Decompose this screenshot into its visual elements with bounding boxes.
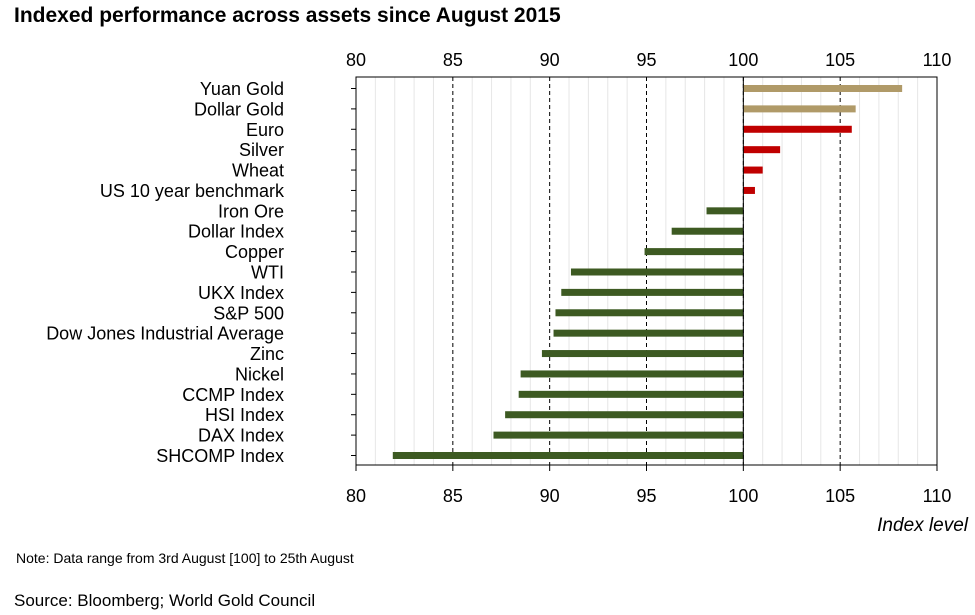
category-label: Nickel [235, 364, 284, 384]
x-axis-label: Index level [877, 515, 969, 536]
category-label: Euro [246, 120, 284, 140]
category-label: WTI [251, 263, 284, 283]
category-label: Silver [239, 140, 284, 160]
top-tick-label: 100 [728, 50, 758, 70]
top-tick-label: 105 [825, 50, 855, 70]
bottom-tick-label: 100 [728, 486, 758, 506]
top-tick-label: 110 [923, 50, 952, 70]
category-label: Dow Jones Industrial Average [46, 324, 284, 344]
category-label: Yuan Gold [200, 79, 284, 99]
bar [561, 288, 744, 296]
bar [541, 350, 744, 358]
category-label: US 10 year benchmark [100, 181, 285, 201]
bar [743, 85, 903, 92]
category-label: S&P 500 [213, 303, 284, 323]
bar [671, 227, 744, 235]
top-tick-label: 85 [443, 50, 463, 70]
category-label: Zinc [250, 344, 284, 364]
bar [505, 411, 744, 419]
bar [520, 370, 744, 378]
bottom-tick-label: 95 [636, 486, 656, 506]
bar [570, 268, 744, 276]
bar [493, 431, 744, 439]
bottom-axis-tick-labels: 80 85 90 95 100 105 110 [346, 486, 951, 506]
category-label: Dollar Index [188, 222, 284, 242]
category-label: Dollar Gold [194, 99, 284, 119]
axis-ticks [351, 88, 938, 471]
bar [743, 186, 755, 194]
source-text: Source: Bloomberg; World Gold Council [14, 591, 316, 610]
bars [392, 85, 903, 459]
category-label: Iron Ore [218, 201, 284, 221]
note-text: Note: Data range from 3rd August [100] t… [16, 550, 354, 566]
bottom-tick-label: 85 [443, 486, 463, 506]
bottom-tick-label: 80 [346, 486, 366, 506]
bar [743, 105, 856, 113]
category-label: Wheat [232, 161, 284, 181]
bottom-tick-label: 90 [540, 486, 560, 506]
category-label: UKX Index [198, 283, 284, 303]
category-label: DAX Index [198, 426, 284, 446]
bar [392, 452, 744, 459]
bar [743, 125, 852, 133]
bar [706, 207, 744, 215]
top-axis-tick-labels: 80 85 90 95 100 105 110 [346, 50, 951, 70]
category-label: CCMP Index [182, 385, 284, 405]
bar [553, 329, 744, 337]
category-label: HSI Index [205, 405, 284, 425]
category-label: Copper [225, 242, 284, 262]
bar [743, 146, 781, 154]
top-tick-label: 80 [346, 50, 366, 70]
top-tick-label: 90 [540, 50, 560, 70]
bar [644, 248, 744, 256]
bar [518, 390, 744, 398]
bottom-tick-label: 105 [825, 486, 855, 506]
bar [743, 166, 763, 174]
bar [555, 309, 744, 317]
chart-title: Indexed performance across assets since … [14, 4, 561, 27]
top-tick-label: 95 [636, 50, 656, 70]
bottom-tick-label: 110 [923, 486, 952, 506]
category-label: SHCOMP Index [156, 446, 284, 466]
